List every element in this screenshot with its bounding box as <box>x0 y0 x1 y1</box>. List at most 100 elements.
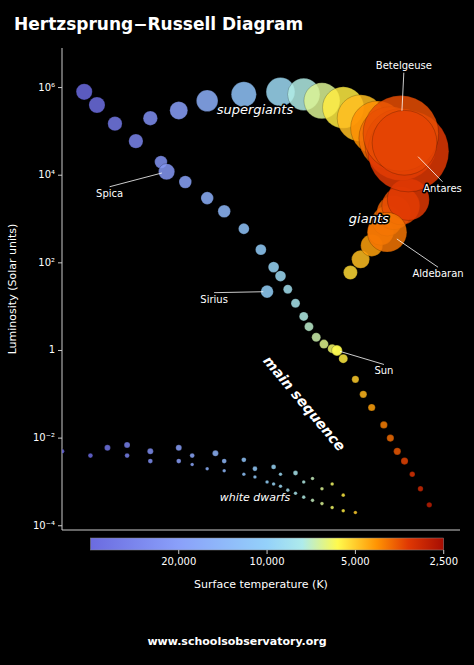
y-axis-line <box>62 48 63 530</box>
star <box>218 205 231 218</box>
star <box>272 482 276 486</box>
star <box>176 445 182 451</box>
star <box>279 484 283 488</box>
y-tick-label: 10⁻² <box>33 432 55 443</box>
star-label: Sun <box>374 365 393 376</box>
colorbar-tick <box>267 550 268 554</box>
star <box>76 84 92 100</box>
star <box>341 509 345 513</box>
star <box>89 97 105 113</box>
star <box>341 493 345 497</box>
star <box>332 345 343 356</box>
star-label: Betelgeuse <box>376 60 432 71</box>
star <box>320 502 324 506</box>
y-tick-label: 1 <box>49 344 55 355</box>
y-tick-label: 10⁶ <box>38 82 55 93</box>
star <box>311 499 315 503</box>
star <box>268 262 279 273</box>
star <box>401 457 408 464</box>
star <box>88 453 93 458</box>
star <box>352 376 359 383</box>
series <box>343 178 429 279</box>
star <box>148 459 153 464</box>
colorbar-tick-label: 2,500 <box>429 556 458 567</box>
star <box>147 448 153 454</box>
region-label: white dwarfs <box>220 491 291 504</box>
star <box>339 354 348 363</box>
star-label: Sirius <box>200 294 228 305</box>
star <box>354 511 358 515</box>
star <box>242 472 246 476</box>
star <box>205 467 209 471</box>
y-tick <box>58 350 62 351</box>
y-tick-label: 10⁴ <box>38 169 55 180</box>
star <box>394 448 401 455</box>
star <box>108 116 122 130</box>
y-tick-label: 10⁻⁴ <box>33 520 55 531</box>
star <box>319 340 328 349</box>
series <box>159 96 439 356</box>
star <box>222 459 227 464</box>
y-tick <box>58 87 62 88</box>
y-tick <box>58 262 62 263</box>
region-label: supergiants <box>217 102 294 117</box>
region-label: giants <box>349 211 389 226</box>
star <box>265 480 269 484</box>
star <box>129 134 143 148</box>
star <box>179 176 192 189</box>
star-label: Aldebaran <box>412 268 463 279</box>
star-label: Spica <box>96 188 123 199</box>
star <box>190 453 195 458</box>
y-tick <box>58 438 62 439</box>
star <box>222 469 226 473</box>
label-leader <box>397 239 438 267</box>
star <box>255 244 266 255</box>
star <box>291 299 300 308</box>
star <box>293 471 298 476</box>
star <box>380 421 387 428</box>
y-tick <box>58 175 62 176</box>
star <box>330 506 334 510</box>
star <box>253 466 258 471</box>
star <box>279 472 283 476</box>
star <box>418 486 423 491</box>
star <box>176 459 181 464</box>
star <box>238 223 249 234</box>
label-leader <box>110 173 162 187</box>
colorbar-tick-label: 20,000 <box>161 556 196 567</box>
star <box>330 482 334 486</box>
star <box>62 449 64 454</box>
star <box>320 487 324 491</box>
x-label: Surface temperature (K) <box>194 578 328 591</box>
star <box>190 463 194 467</box>
colorbar-tick <box>355 550 356 554</box>
colorbar-tick <box>178 550 179 554</box>
x-axis-line <box>62 530 460 531</box>
star <box>124 442 130 448</box>
chart: Hertzsprung−Russell Diagram 10⁻⁴ 10⁻² 1 10² 1… <box>0 0 474 665</box>
label-leader <box>340 351 384 364</box>
star <box>159 164 175 180</box>
star <box>125 453 130 458</box>
star <box>241 457 246 462</box>
colorbar <box>90 538 443 550</box>
star <box>302 495 306 499</box>
colorbar-tick <box>443 550 444 554</box>
colorbar-tick-label: 5,000 <box>341 556 370 567</box>
star-label: Antares <box>423 183 461 194</box>
star <box>104 445 110 451</box>
star <box>311 477 315 481</box>
star <box>294 492 298 496</box>
y-tick-label: 10² <box>38 257 55 268</box>
star <box>201 192 214 205</box>
star <box>312 333 321 342</box>
title: Hertzsprung−Russell Diagram <box>14 14 303 34</box>
star <box>372 110 437 175</box>
y-tick <box>58 525 62 526</box>
star <box>271 465 276 470</box>
star <box>343 266 357 280</box>
region-label: main sequence <box>260 353 348 454</box>
plot-area <box>62 77 449 514</box>
star <box>299 312 308 321</box>
star <box>302 480 306 484</box>
